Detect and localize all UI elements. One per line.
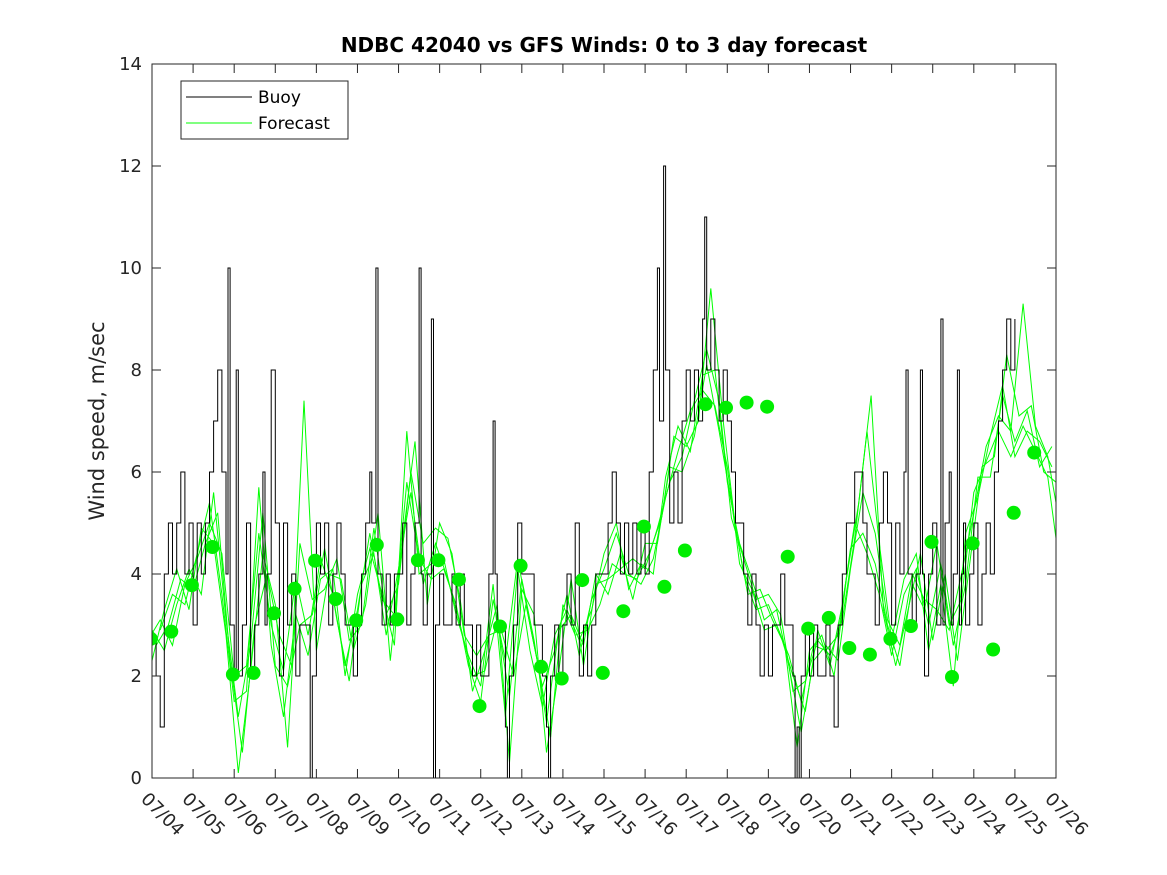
- y-tick-label-8: 8: [131, 360, 142, 381]
- forecast-marker-31: [760, 399, 775, 414]
- y-tick-label-14: 14: [119, 54, 142, 75]
- forecast-marker-8: [287, 581, 302, 596]
- legend: Buoy Forecast: [180, 80, 349, 140]
- forecast-marker-24: [616, 604, 631, 619]
- forecast-marker-17: [472, 699, 487, 714]
- y-axis-label: Wind speed, m/sec: [85, 321, 109, 520]
- y-tick-label-0: 0: [131, 768, 142, 789]
- forecast-marker-26: [657, 579, 672, 594]
- forecast-marker-2: [164, 624, 179, 639]
- forecast-marker-7: [267, 606, 281, 621]
- forecast-run-3: [155, 288, 1056, 753]
- forecast-marker-28: [698, 397, 713, 412]
- forecast-marker-20: [534, 659, 549, 674]
- chart-title: NDBC 42040 vs GFS Winds: 0 to 3 day fore…: [341, 33, 868, 57]
- legend-buoy-label: Buoy: [258, 88, 301, 108]
- forecast-marker-9: [308, 553, 323, 568]
- forecast-marker-34: [821, 610, 836, 625]
- forecast-marker-16: [451, 572, 466, 587]
- forecast-marker-23: [595, 665, 610, 680]
- legend-forecast-label: Forecast: [258, 114, 330, 134]
- forecast-marker-19: [513, 558, 528, 573]
- forecast-run-2: [152, 364, 1053, 722]
- forecast-marker-21: [554, 671, 569, 686]
- y-ticks: 0 2 4 6 8 10 12 14: [119, 54, 1056, 789]
- y-tick-label-12: 12: [119, 156, 142, 177]
- forecast-marker-14: [410, 553, 425, 568]
- forecast-marker-6: [246, 665, 261, 680]
- forecast-initial-markers: [152, 395, 1042, 714]
- forecast-marker-10: [328, 592, 343, 606]
- forecast-marker-22: [575, 573, 590, 588]
- forecast-marker-30: [739, 395, 754, 410]
- forecast-marker-15: [431, 553, 446, 568]
- forecast-marker-42: [986, 642, 1001, 657]
- forecast-marker-32: [780, 549, 795, 564]
- forecast-marker-44: [1027, 445, 1042, 460]
- data-layer: [152, 165, 1056, 778]
- forecast-marker-11: [349, 613, 364, 628]
- forecast-marker-25: [636, 519, 651, 534]
- y-tick-label-10: 10: [119, 258, 142, 279]
- forecast-marker-43: [1006, 505, 1021, 520]
- forecast-marker-35: [842, 641, 857, 655]
- y-tick-label-2: 2: [131, 666, 142, 687]
- forecast-marker-4: [205, 540, 220, 554]
- forecast-marker-13: [390, 612, 405, 627]
- forecast-marker-5: [225, 667, 240, 682]
- forecast-marker-27: [677, 543, 692, 558]
- forecast-marker-12: [369, 537, 384, 552]
- forecast-marker-18: [493, 619, 507, 634]
- buoy-series-line: [152, 165, 1016, 778]
- forecast-marker-41: [965, 536, 980, 551]
- forecast-marker-3: [184, 578, 199, 593]
- forecast-marker-37: [883, 631, 898, 646]
- forecast-run-4: [152, 349, 1053, 773]
- forecast-marker-39: [924, 534, 939, 549]
- forecast-marker-36: [862, 647, 877, 662]
- forecast-marker-38: [903, 619, 918, 633]
- forecast-marker-1: [152, 631, 158, 646]
- legend-box: [180, 80, 349, 140]
- forecast-marker-33: [801, 621, 816, 636]
- forecast-marker-40: [945, 670, 959, 684]
- forecast-marker-29: [719, 400, 733, 415]
- y-tick-label-4: 4: [131, 564, 142, 585]
- y-tick-label-6: 6: [131, 462, 142, 483]
- buoy-line-group: [152, 165, 1016, 778]
